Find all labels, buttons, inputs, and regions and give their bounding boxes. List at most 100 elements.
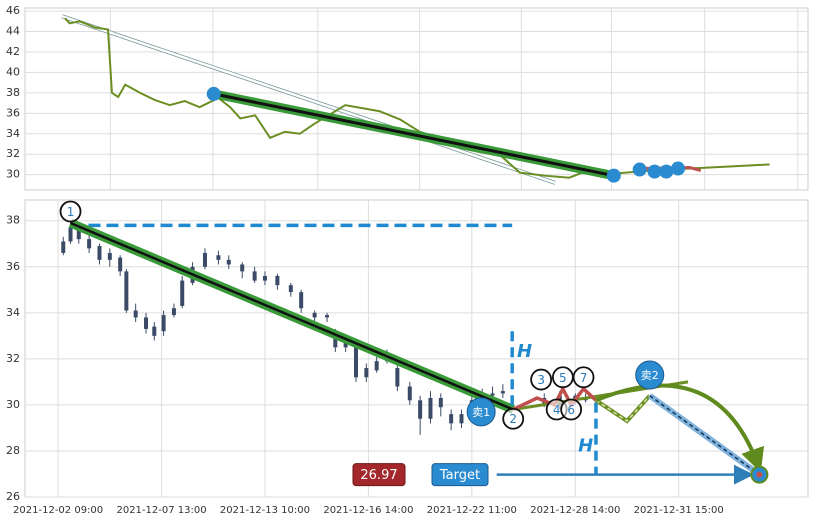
dot — [659, 164, 674, 179]
sell-marker — [466, 397, 496, 427]
point-marker — [530, 368, 553, 391]
dot — [632, 162, 647, 177]
candle-body — [438, 398, 443, 408]
y-tick-label: 38 — [6, 214, 20, 227]
plot-area — [24, 7, 809, 191]
candle-body — [226, 259, 231, 265]
x-tick-label: 2021-12-22 11:00 — [427, 505, 517, 516]
target-value: 26.97 — [360, 468, 397, 483]
candle-body — [288, 285, 293, 293]
candle-body — [262, 275, 267, 281]
candle-body — [312, 312, 317, 318]
candle-body — [343, 342, 348, 348]
dot — [606, 168, 621, 183]
candle-body — [144, 317, 149, 329]
candle-body — [76, 229, 81, 240]
y-tick-label: 32 — [6, 352, 20, 365]
candle-body — [395, 368, 400, 387]
target-core — [756, 471, 763, 478]
candle-body — [374, 361, 379, 371]
trend-line — [213, 92, 615, 178]
trend-line — [70, 221, 514, 411]
point-label: 1 — [67, 205, 75, 219]
candle-body — [133, 310, 138, 318]
target-box — [431, 463, 489, 487]
target-path-inner — [649, 395, 760, 476]
point-label: 7 — [580, 371, 588, 385]
y-tick-label: 36 — [6, 260, 20, 273]
y-tick-label: 34 — [6, 306, 20, 319]
point-marker — [59, 200, 82, 223]
y-tick-label: 30 — [6, 398, 20, 411]
candle-body — [240, 264, 245, 272]
target-label: Target — [439, 468, 480, 483]
dot — [206, 86, 221, 101]
dashed-path-inner — [595, 395, 651, 423]
x-tick-label: 2021-12-28 14:00 — [530, 505, 620, 516]
dot — [647, 164, 662, 179]
y-tick-label: 26 — [6, 490, 20, 503]
sell-label: 卖1 — [472, 406, 490, 419]
candle-body — [252, 271, 257, 281]
price-line — [64, 17, 770, 179]
candle-body — [152, 326, 157, 336]
point-marker — [560, 398, 583, 421]
y-tick-label: 42 — [6, 45, 20, 58]
candle-body — [124, 271, 129, 311]
candle-body — [118, 257, 123, 272]
candle-body — [459, 414, 464, 424]
candle-body — [216, 255, 221, 260]
dot — [671, 161, 686, 176]
plot-area — [24, 199, 809, 498]
point-label: 5 — [559, 371, 567, 385]
x-tick-label: 2021-12-13 10:00 — [220, 505, 310, 516]
y-tick-label: 46 — [6, 4, 20, 17]
candle-body — [407, 386, 412, 401]
candle-body — [490, 393, 495, 396]
candle-body — [449, 414, 454, 424]
candle-body — [299, 292, 304, 309]
y-tick-label: 38 — [6, 86, 20, 99]
arc-arrow — [595, 383, 765, 473]
candle-body — [180, 280, 185, 306]
y-tick-label: 40 — [6, 65, 20, 78]
candle-body — [428, 398, 433, 419]
candle-body — [325, 315, 330, 318]
x-tick-label: 2021-12-16 14:00 — [323, 505, 413, 516]
candle-body — [364, 368, 369, 378]
channel-inner — [61, 15, 556, 184]
candle-body — [68, 227, 73, 242]
candle-body — [97, 246, 102, 260]
candle-body — [161, 315, 166, 332]
x-tick-label: 2021-12-02 09:00 — [13, 505, 103, 516]
candle-body — [202, 252, 207, 267]
y-tick-label: 28 — [6, 444, 20, 457]
candle-body — [500, 391, 505, 394]
sell-marker — [635, 360, 665, 390]
point-label: 6 — [567, 403, 575, 417]
candle-body — [418, 400, 423, 419]
candle-body — [353, 345, 358, 378]
point-label: 3 — [537, 373, 545, 387]
point-label: 4 — [553, 403, 561, 417]
zigzag — [512, 384, 598, 412]
h-label: H — [517, 341, 532, 362]
point-marker — [572, 366, 595, 389]
value-box — [352, 463, 406, 487]
candle-body — [87, 239, 92, 249]
candle-body — [107, 252, 112, 260]
x-tick-label: 2021-12-31 15:00 — [634, 505, 724, 516]
point-marker — [502, 407, 525, 430]
y-tick-label: 34 — [6, 127, 20, 140]
candle-body — [275, 275, 280, 286]
y-tick-label: 32 — [6, 147, 20, 160]
h-label: H — [578, 435, 593, 456]
x-tick-label: 2021-12-07 13:00 — [116, 505, 206, 516]
y-tick-label: 44 — [6, 25, 20, 38]
point-label: 2 — [509, 412, 517, 426]
y-tick-label: 30 — [6, 168, 20, 181]
candle-body — [61, 241, 66, 253]
y-tick-label: 36 — [6, 106, 20, 119]
